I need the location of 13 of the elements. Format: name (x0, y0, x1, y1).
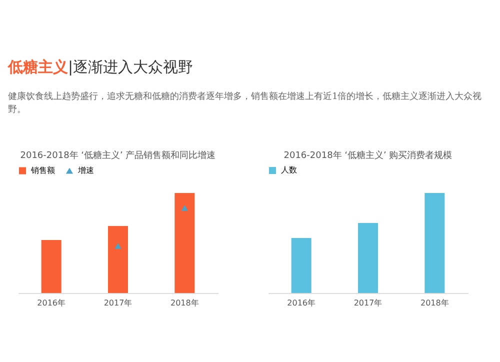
legend-label: 增速 (77, 166, 94, 175)
text: 健康饮食线上趋势盛行，追求无糖和低糖的消费者逐年增多，销售额在增速上有近1倍的增长，低糖主义逐渐进入大众视野。 (8, 91, 483, 117)
chart-title: 2016-2018年 ‘低糖主义’ 产品销售额和同比增速 (20, 150, 216, 161)
x-tick-label: 2016年 (37, 298, 66, 308)
legend-label: 销售额 (30, 166, 55, 175)
x-tick-label: 2017年 (104, 298, 132, 308)
x-tick-label: 2017年 (354, 298, 382, 308)
x-tick-label: 2016年 (287, 298, 316, 308)
x-tick-label: 2018年 (420, 298, 449, 308)
legend-label: 人数 (281, 166, 297, 174)
text: 低糖主义|逐渐进入大众视野 (8, 58, 194, 77)
x-tick-label: 2018年 (170, 298, 199, 308)
chart-title: 2016-2018年 ‘低糖主义’ 购买消费者规模 (284, 150, 452, 161)
